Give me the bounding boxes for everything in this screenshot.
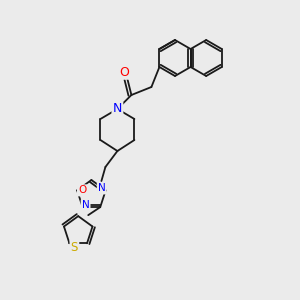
Text: S: S: [71, 241, 78, 254]
Text: O: O: [119, 65, 129, 79]
Text: O: O: [78, 185, 86, 195]
Text: N: N: [113, 103, 122, 116]
Text: N: N: [82, 200, 89, 210]
Text: N: N: [98, 183, 106, 194]
